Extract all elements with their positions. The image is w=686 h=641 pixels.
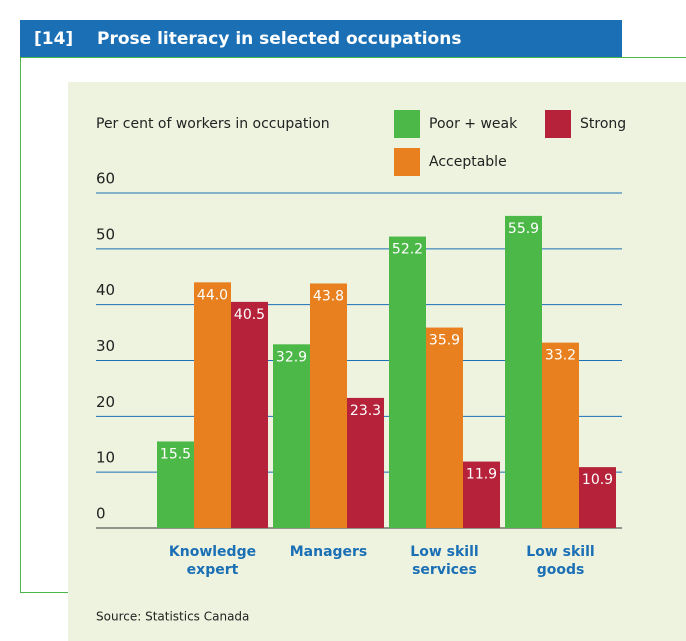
x-tick-label: Knowledge expert	[169, 544, 256, 578]
bar	[310, 283, 347, 528]
y-tick-label: 20	[96, 393, 115, 411]
figure-number: [14]	[34, 29, 73, 49]
legend-swatch	[394, 110, 420, 138]
bar	[505, 215, 542, 528]
value-label: 52.2	[392, 242, 423, 258]
panel	[68, 82, 686, 641]
value-label: 33.2	[545, 348, 576, 364]
bar	[347, 397, 384, 528]
bar	[157, 441, 194, 528]
header-bar	[20, 20, 622, 57]
y-tick-label: 10	[96, 449, 115, 467]
value-label: 35.9	[429, 333, 460, 349]
value-label: 23.3	[350, 403, 381, 419]
value-label: 15.5	[160, 446, 191, 462]
value-label: 10.9	[582, 472, 613, 488]
y-tick-label: 40	[96, 281, 115, 299]
source: Source: Statistics Canada	[96, 610, 249, 624]
x-tick-label: Low skill goods	[526, 544, 594, 578]
y-axis-label: Per cent of workers in occupation	[96, 116, 330, 132]
value-label: 55.9	[508, 221, 539, 237]
bar	[463, 461, 500, 528]
legend-swatch	[394, 148, 420, 176]
x-tick-label: Managers	[290, 544, 368, 560]
x-tick-label: Low skill services	[410, 544, 478, 578]
legend-label: Strong	[580, 116, 626, 132]
bar	[426, 327, 463, 528]
value-label: 44.0	[197, 287, 228, 303]
y-tick-label: 30	[96, 337, 115, 355]
y-tick-label: 0	[96, 505, 106, 523]
bar	[389, 236, 426, 529]
y-tick-label: 50	[96, 225, 115, 243]
bar	[231, 301, 268, 528]
bar	[542, 342, 579, 528]
legend-label: Poor + weak	[429, 116, 518, 132]
chart-title: Prose literacy in selected occupations	[97, 29, 461, 49]
y-tick-label: 60	[96, 170, 115, 188]
bar	[194, 282, 231, 528]
value-label: 40.5	[234, 307, 265, 323]
bar	[273, 344, 310, 528]
legend-label: Acceptable	[429, 154, 507, 170]
bar	[579, 467, 616, 528]
legend-swatch	[545, 110, 571, 138]
value-label: 11.9	[466, 467, 497, 483]
value-label: 43.8	[313, 288, 344, 304]
value-label: 32.9	[276, 349, 307, 365]
